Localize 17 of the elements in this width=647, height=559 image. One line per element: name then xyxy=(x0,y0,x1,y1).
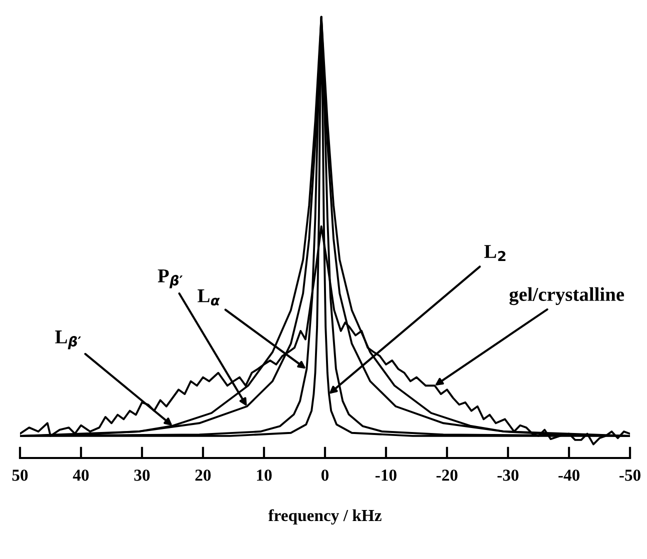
annotation: L$_{α}$ xyxy=(198,289,220,306)
annotation: L$_{β′}$ xyxy=(55,330,81,350)
annotation: L$_{2}$ xyxy=(484,245,506,262)
annotation: P$_{β′}$ xyxy=(158,269,183,288)
x-tick-label: 40 xyxy=(72,470,89,481)
annotation: gel/crystalline xyxy=(509,287,624,306)
x-tick-label: 30 xyxy=(134,470,150,481)
x-tick-label: -10 xyxy=(376,470,396,481)
x-tick-label: -30 xyxy=(498,470,518,481)
x-tick-label: 20 xyxy=(195,470,211,481)
x-tick-label: 50 xyxy=(12,470,28,481)
x-tick-label: -50 xyxy=(620,470,640,481)
x-tick-label: 0 xyxy=(321,470,329,481)
x-axis-title: frequency / kHz xyxy=(268,509,382,525)
x-tick-label: -40 xyxy=(558,470,580,481)
x-tick-label: -20 xyxy=(436,470,458,481)
x-tick-label: 10 xyxy=(257,470,272,481)
